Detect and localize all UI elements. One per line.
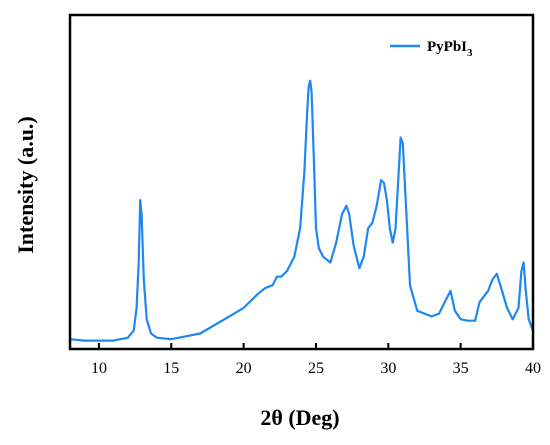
plot-layer: [69, 79, 535, 342]
series-line-0: [69, 79, 535, 342]
plot-frame: [68, 13, 535, 351]
axis-layer: 10 15 20 25 30 35 40: [68, 13, 541, 377]
y-axis-title: Intensity (a.u.): [13, 116, 38, 254]
x-tick-label-6: 40: [525, 360, 541, 377]
x-axis-title: 2θ (Deg): [260, 405, 339, 430]
x-tick-label-5: 35: [453, 360, 469, 377]
x-tick-label-2: 20: [236, 360, 252, 377]
legend: PyPbI3: [390, 39, 473, 59]
legend-label: PyPbI3: [427, 39, 473, 59]
x-tick-label-4: 30: [380, 360, 396, 377]
x-tick-label-0: 10: [91, 360, 107, 377]
x-tick-label-3: 25: [308, 360, 324, 377]
x-tick-label-1: 15: [163, 360, 179, 377]
